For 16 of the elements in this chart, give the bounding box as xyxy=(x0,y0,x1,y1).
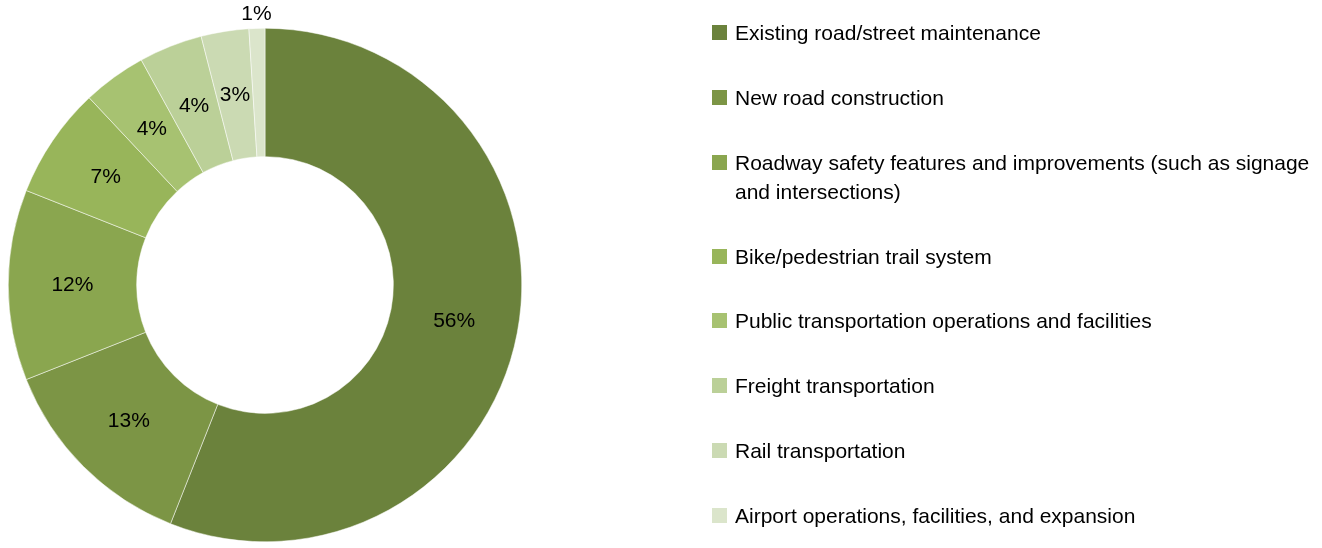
data-label: 4% xyxy=(178,92,210,116)
data-label: 3% xyxy=(219,81,251,105)
legend-label: New road construction xyxy=(735,84,944,111)
data-label: 7% xyxy=(90,163,121,187)
data-label: 13% xyxy=(107,407,150,431)
data-label: 1% xyxy=(241,1,272,25)
legend-label: Public transportation operations and facilities xyxy=(735,308,1152,335)
legend-label: Existing road/street maintenance xyxy=(735,19,1041,46)
legend-label: Airport operations, facilities, and expansion xyxy=(735,503,1136,530)
legend-label: Rail transportation xyxy=(735,438,906,465)
data-label: 56% xyxy=(433,307,476,331)
data-label: 4% xyxy=(136,116,167,140)
legend-label: Freight transportation xyxy=(735,373,935,400)
data-label: 12% xyxy=(51,271,94,295)
legend-label: Roadway safety features and improvements (such as signage and intersections) xyxy=(735,149,1311,205)
legend-label: Bike/pedestrian trail system xyxy=(735,243,992,270)
